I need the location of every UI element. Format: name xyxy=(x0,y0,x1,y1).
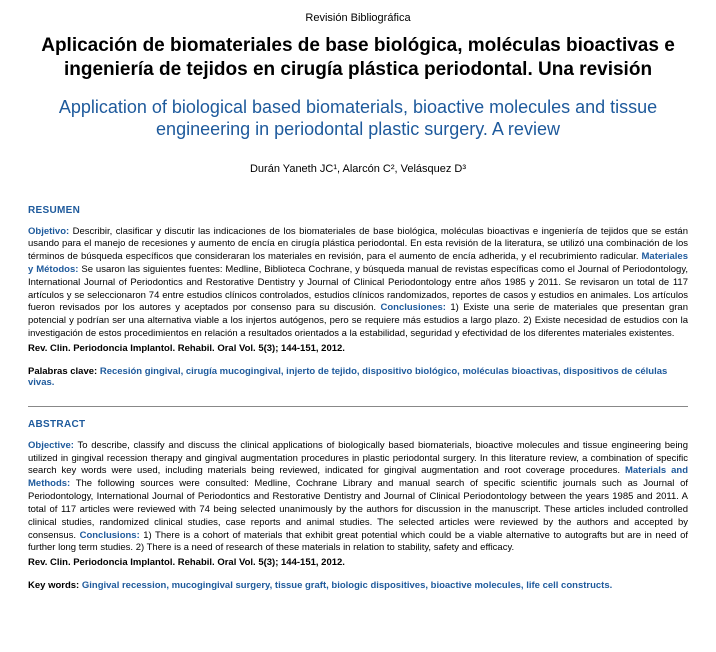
objetivo-label: Objetivo: xyxy=(28,226,69,237)
title-english: Application of biological based biomater… xyxy=(28,96,688,141)
keywords-line: Key words: Gingival recession, mucogingi… xyxy=(28,580,688,591)
abstract-body: Objective: To describe, classify and dis… xyxy=(28,440,688,555)
resumen-heading: RESUMEN xyxy=(28,205,688,216)
resumen-body: Objetivo: Describir, clasificar y discut… xyxy=(28,226,688,341)
palabras-clave-label: Palabras clave: xyxy=(28,366,100,377)
palabras-clave-line: Palabras clave: Recesión gingival, cirug… xyxy=(28,366,688,388)
keywords-label: Key words: xyxy=(28,580,82,591)
objective-label: Objective: xyxy=(28,440,74,451)
objective-text: To describe, classify and discuss the cl… xyxy=(28,440,688,477)
objetivo-text: Describir, clasificar y discutir las ind… xyxy=(28,226,688,263)
conclusiones-label: Conclusiones: xyxy=(380,302,445,313)
section-divider xyxy=(28,406,688,407)
authors-line: Durán Yaneth JC¹, Alarcón C², Velásquez … xyxy=(28,163,688,175)
title-spanish: Aplicación de biomateriales de base biol… xyxy=(28,34,688,82)
resumen-citation: Rev. Clin. Periodoncia Implantol. Rehabi… xyxy=(28,343,688,354)
abstract-heading: ABSTRACT xyxy=(28,419,688,430)
article-type: Revisión Bibliográfica xyxy=(28,12,688,24)
abstract-citation: Rev. Clin. Periodoncia Implantol. Rehabi… xyxy=(28,557,688,568)
palabras-clave-values: Recesión gingival, cirugía mucogingival,… xyxy=(28,366,667,388)
conclusions-label: Conclusions: xyxy=(80,530,140,541)
keywords-values: Gingival recession, mucogingival surgery… xyxy=(82,580,612,591)
